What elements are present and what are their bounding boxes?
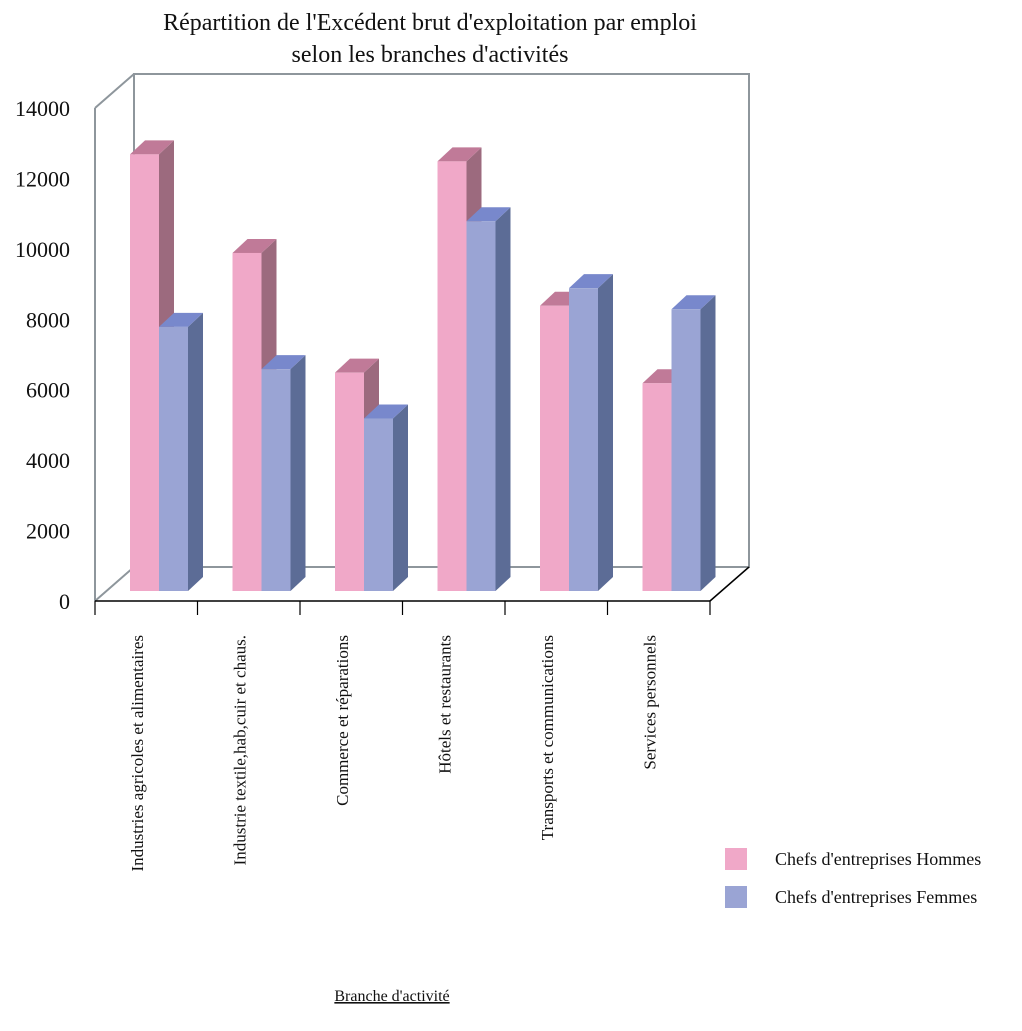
y-tick-label: 6000	[26, 378, 70, 403]
bar-side	[495, 207, 511, 591]
y-tick-label: 8000	[26, 307, 70, 332]
x-tick-label: Commerce et réparations	[333, 635, 352, 806]
y-tick-label: 4000	[26, 448, 70, 473]
bar-side	[393, 404, 408, 591]
bar-side	[598, 274, 613, 591]
bar-top	[232, 238, 277, 253]
y-tick-label: 14000	[15, 96, 70, 121]
bar-top	[335, 358, 379, 373]
bar-femmes	[159, 312, 203, 591]
bar-femmes	[569, 274, 613, 591]
bar-top	[671, 295, 716, 310]
bar-front	[335, 372, 364, 591]
chart-legend: Chefs d'entreprises Hommes Chefs d'entrep…	[725, 848, 981, 908]
bar-front	[232, 252, 262, 591]
y-tick-label: 10000	[15, 237, 70, 262]
bar-front	[261, 369, 291, 591]
bar-top	[569, 274, 613, 289]
y-tick-label: 0	[59, 589, 70, 614]
x-tick-label: Industries agricoles et alimentaires	[128, 635, 147, 872]
bar-front	[437, 161, 467, 591]
legend-swatch	[725, 848, 747, 870]
x-axis-title: Branche d'activité	[334, 988, 449, 1005]
x-tick-label: Hôtels et restaurants	[436, 635, 455, 774]
y-tick-label: 12000	[15, 166, 70, 191]
bar-top	[364, 404, 408, 419]
bar-femmes	[364, 404, 408, 591]
bar-top	[437, 147, 482, 162]
bar-front	[466, 221, 496, 591]
bar-side	[700, 295, 716, 591]
bar-top	[466, 207, 511, 222]
legend-label: Chefs d'entreprises Hommes	[775, 849, 981, 869]
bar-front	[364, 418, 393, 591]
bar-side	[188, 312, 203, 591]
legend-swatch	[725, 886, 747, 908]
bar-femmes	[466, 207, 511, 591]
chart-title-line-1: Répartition de l'Excédent brut d'exploit…	[163, 10, 697, 36]
bar-top	[159, 312, 203, 327]
x-tick-label: Services personnels	[641, 635, 660, 770]
chart-bars	[130, 140, 716, 592]
bar-side	[290, 355, 306, 591]
bar-front	[540, 305, 569, 591]
x-axis-tick-labels: Industries agricoles et alimentaires Indu…	[128, 635, 660, 872]
bar-front	[159, 326, 188, 591]
chart-title-line-2: selon les branches d'activités	[292, 42, 569, 68]
bar-front	[642, 383, 672, 591]
y-tick-label: 2000	[26, 519, 70, 544]
side-wall-edges	[94, 73, 135, 602]
legend-label: Chefs d'entreprises Femmes	[775, 887, 977, 907]
bar-femmes	[671, 295, 716, 591]
x-tick-label: Transports et communications	[538, 635, 557, 840]
bar-front	[569, 288, 598, 591]
bar-front	[671, 309, 701, 591]
bar-top	[130, 140, 174, 155]
legend-item: Chefs d'entreprises Hommes	[725, 848, 981, 870]
bar-top	[261, 355, 306, 370]
floor-right-edge	[709, 566, 750, 602]
chart-axes	[94, 108, 711, 615]
y-axis-tick-labels: 0 2000 4000 6000 8000 10000 12000 14000	[15, 96, 70, 614]
bar-femmes	[261, 355, 306, 591]
bar-front	[130, 154, 159, 592]
x-tick-label: Industrie textile,hab,cuir et chaus.	[231, 635, 250, 865]
legend-item: Chefs d'entreprises Femmes	[725, 886, 977, 908]
